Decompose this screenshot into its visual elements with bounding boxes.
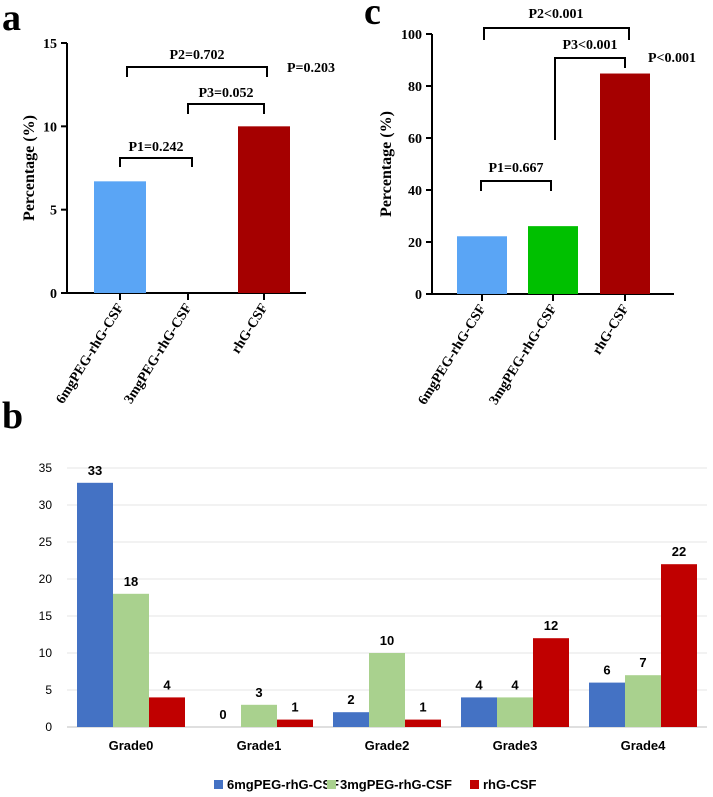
panel-a-p1: P1=0.242 xyxy=(128,140,183,155)
legend-swatch xyxy=(214,780,223,789)
panel-b-legend: 6mgPEG-rhG-CSF 3mgPEG-rhG-CSF rhG-CSF xyxy=(214,777,537,792)
panel-a-category-label: rhG-CSF xyxy=(229,301,271,356)
panel-a-ylabel: Percentage (%) xyxy=(21,115,38,221)
panel-c-p3: P3<0.001 xyxy=(562,38,617,53)
panel-b-bar xyxy=(369,653,405,727)
legend-swatch xyxy=(327,780,336,789)
panel-b-category-label: Grade4 xyxy=(621,738,667,753)
panel-b-bar xyxy=(625,675,661,727)
panel-a-ytick-label: 10 xyxy=(43,120,57,135)
panel-c-overall-p: P<0.001 xyxy=(648,51,696,66)
panel-b-data-label: 2 xyxy=(347,692,354,707)
panel-b-data-label: 1 xyxy=(419,700,426,715)
panel-b-category-label: Grade1 xyxy=(237,738,282,753)
panel-c-bracket-p3 xyxy=(554,57,626,140)
panel-letter-b: b xyxy=(2,395,23,437)
panel-b-ytick-label: 0 xyxy=(45,720,52,734)
panel-c-bar xyxy=(600,73,650,295)
panel-b-bar xyxy=(497,697,533,727)
panel-a-ytick-label: 5 xyxy=(50,204,57,219)
panel-c-p1: P1=0.667 xyxy=(488,161,543,176)
panel-letter-c: c xyxy=(364,0,381,33)
panel-b-data-label: 33 xyxy=(88,463,102,478)
panel-c-ytick-label: 0 xyxy=(415,288,422,303)
panel-c-bar xyxy=(528,226,578,294)
panel-a-bar xyxy=(238,126,290,293)
panel-a-category-label: 3mgPEG-rhG-CSF xyxy=(122,301,196,407)
panel-b-bar xyxy=(333,712,369,727)
panel-a-overall-p: P=0.203 xyxy=(287,61,335,76)
legend-label: 3mgPEG-rhG-CSF xyxy=(340,777,452,792)
panel-b-category-label: Grade0 xyxy=(109,738,154,753)
panel-b-data-label: 22 xyxy=(672,544,686,559)
panel-b-bar xyxy=(533,638,569,727)
panel-a-p2: P2=0.702 xyxy=(169,48,224,63)
panel-b-category-label: Grade3 xyxy=(493,738,538,753)
panel-c-ytick-label: 100 xyxy=(401,28,422,43)
panel-b-data-label: 18 xyxy=(124,574,138,589)
panel-c-chart: c Percentage (%) 0 20 40 60 80 100 6mgPEG-rhG… xyxy=(364,0,696,408)
panel-b-ytick-label: 25 xyxy=(39,535,53,549)
panel-c-category-label: 3mgPEG-rhG-CSF xyxy=(487,302,561,408)
panel-c-ytick-label: 40 xyxy=(408,184,422,199)
panel-c-category-label: rhG-CSF xyxy=(590,302,632,357)
panel-c-ylabel: Percentage (%) xyxy=(378,111,395,217)
panel-b-bar xyxy=(241,704,277,727)
panel-a-bracket-p1 xyxy=(119,157,193,167)
panel-letter-a: a xyxy=(2,0,21,39)
panel-a-bar xyxy=(94,181,146,293)
panel-b-ytick-label: 10 xyxy=(39,646,53,660)
panel-b-data-label: 4 xyxy=(475,677,483,692)
panel-b-bar xyxy=(461,697,497,727)
panel-a-ytick-label: 15 xyxy=(43,37,57,52)
panel-c-p2: P2<0.001 xyxy=(528,7,583,22)
panel-b-bar xyxy=(113,593,149,727)
panel-a-bracket-p2 xyxy=(126,66,268,77)
legend-swatch xyxy=(470,780,479,789)
panel-b-bar xyxy=(77,482,113,727)
panel-b-data-label: 6 xyxy=(603,663,610,678)
panel-b-data-label: 1 xyxy=(291,700,298,715)
panel-b-category-label: Grade2 xyxy=(365,738,410,753)
panel-b-ytick-label: 20 xyxy=(39,572,53,586)
panel-c-ytick-label: 80 xyxy=(408,80,422,95)
panel-c-bracket-p1 xyxy=(480,180,552,191)
panel-b-ytick-label: 35 xyxy=(39,461,53,475)
panel-b-data-label: 0 xyxy=(219,707,226,722)
panel-b-data-label: 4 xyxy=(163,677,171,692)
panel-c-ytick-label: 20 xyxy=(408,236,422,251)
panel-b-ytick-label: 30 xyxy=(39,498,53,512)
panel-b-data-label: 12 xyxy=(544,618,558,633)
panel-b-bar xyxy=(277,719,313,727)
panel-c-category-label: 6mgPEG-rhG-CSF xyxy=(416,302,490,408)
panel-b-ytick-label: 5 xyxy=(45,683,52,697)
panel-b-data-label: 4 xyxy=(511,677,519,692)
panel-b-bar xyxy=(589,682,625,727)
panel-b-bar xyxy=(661,564,697,727)
panel-b-ytick-label: 15 xyxy=(39,609,53,623)
panel-c-bar xyxy=(457,236,507,294)
legend-label: rhG-CSF xyxy=(483,777,537,792)
panel-b-data-label: 10 xyxy=(380,633,394,648)
panel-a-p3: P3=0.052 xyxy=(198,86,253,101)
panel-c-ytick-label: 60 xyxy=(408,132,422,147)
panel-c-bracket-p2 xyxy=(483,27,630,40)
legend-label: 6mgPEG-rhG-CSF xyxy=(227,777,339,792)
panel-b-data-label: 3 xyxy=(255,685,262,700)
panel-a-bracket-p3 xyxy=(187,103,265,114)
panel-a-ytick-label: 0 xyxy=(50,287,57,302)
panel-b-bar xyxy=(149,697,185,727)
panel-a-chart: a Percentage (%) 0 5 10 15 6mgPEG-rhG-CSF3m… xyxy=(2,0,335,407)
panel-b-bar xyxy=(405,719,441,727)
panel-a-category-label: 6mgPEG-rhG-CSF xyxy=(54,301,128,407)
panel-b-data-label: 7 xyxy=(639,655,646,670)
